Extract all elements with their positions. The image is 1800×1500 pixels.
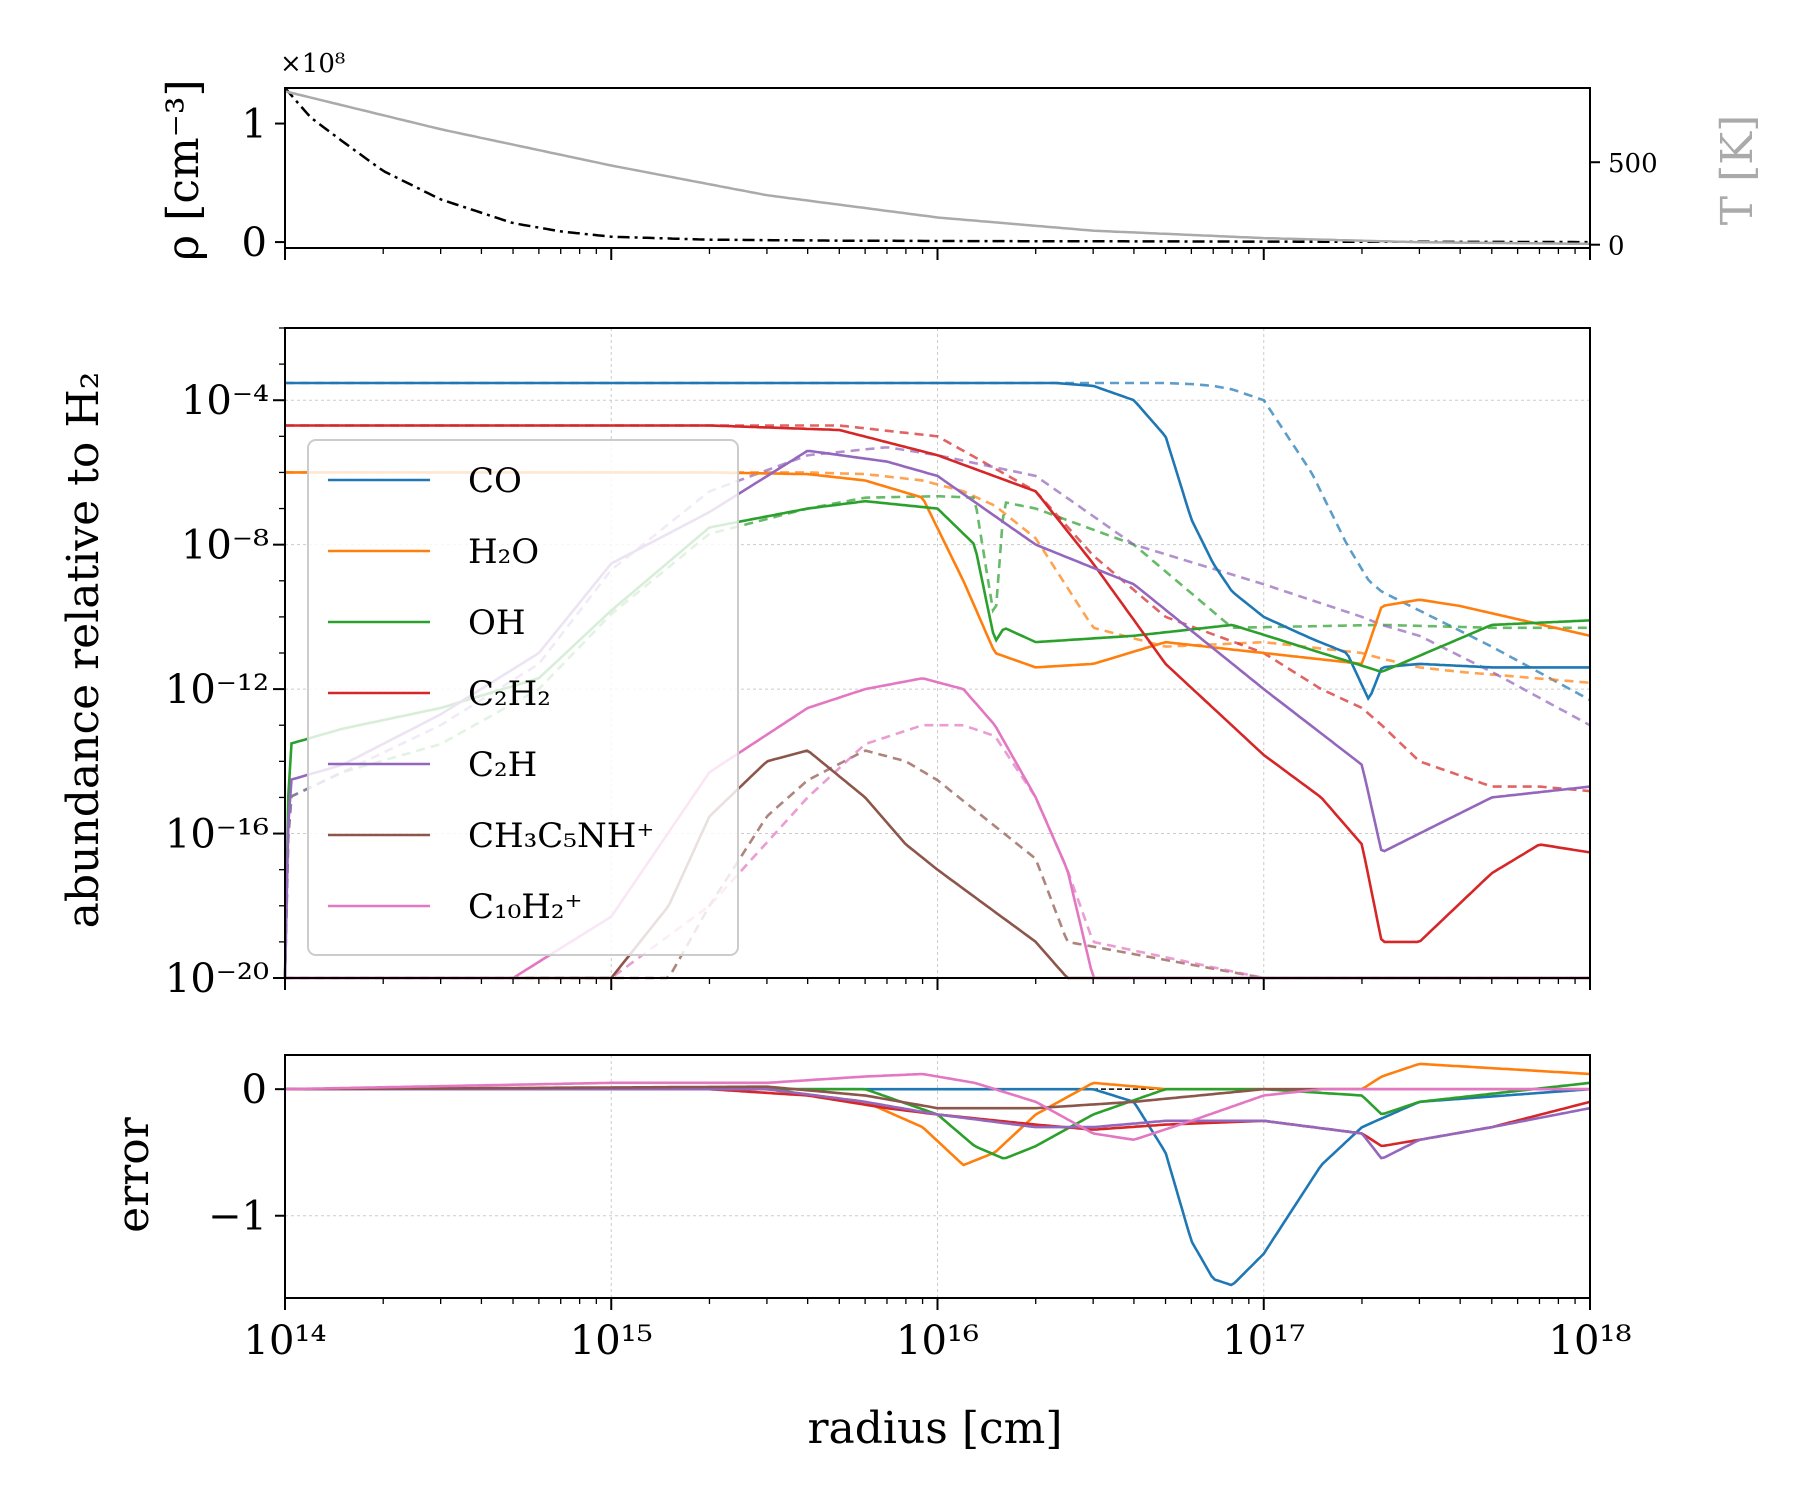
top-multiplier-label: ×10⁸ [280, 49, 345, 79]
top-y-tick-label: 0 [242, 220, 267, 266]
err-y-tick-label: −1 [208, 1194, 267, 1240]
error-C₁₀H₂⁺-curve [284, 1072, 1590, 1142]
legend-label: CO [468, 461, 522, 501]
CO-curve [285, 381, 1590, 702]
legend-label: C₂H [468, 745, 537, 785]
xlabel: radius [cm] [807, 1403, 1062, 1454]
legend-box [307, 439, 739, 956]
top-ylabel: ρ [cm⁻³] [158, 79, 209, 260]
mid-y-tick-label: 10⁻⁴ [181, 378, 269, 424]
top-y-tick-label: 1 [242, 102, 267, 148]
top-axes-frame [284, 87, 1591, 249]
top-ylabel-right: T [K] [1712, 115, 1763, 226]
x-tick-label: 10¹⁷ [1222, 1318, 1305, 1364]
x-tick-label: 10¹⁴ [244, 1318, 327, 1364]
x-tick-label: 10¹⁵ [570, 1318, 653, 1364]
legend-label: CH₃C₅NH⁺ [468, 816, 654, 856]
x-tick-label: 10¹⁶ [896, 1318, 979, 1364]
err-y-tick-label: 0 [242, 1067, 267, 1113]
top-right-y-tick-label: 500 [1608, 149, 1658, 179]
top-right-y-tick-label: 0 [1608, 232, 1625, 262]
frame-layer: 0 1 0 500 10⁻²⁰ 10⁻¹⁶ 10⁻¹² 10⁻⁸ 10⁻⁴ −1 0 10¹⁴ 10¹⁵… [165, 87, 1658, 1364]
C₂H₂-curve [285, 424, 1591, 944]
legend: CO H₂O OH C₂H₂ C₂H CH₃C₅NH⁺ C₁₀H₂⁺ [307, 439, 739, 956]
legend-label: H₂O [468, 532, 539, 572]
mid-y-tick-label: 10⁻¹² [165, 667, 269, 713]
top-density-curve [284, 87, 1590, 244]
mid-ylabel: abundance relative to H₂ [58, 372, 109, 929]
x-tick-label: 10¹⁸ [1549, 1318, 1632, 1364]
mid-y-tick-label: 10⁻²⁰ [165, 956, 269, 1002]
legend-label: OH [468, 603, 526, 643]
mid-y-tick-label: 10⁻¹⁶ [165, 812, 269, 858]
err-ylabel: error [108, 1116, 159, 1233]
legend-label: C₂H₂ [468, 674, 551, 714]
mid-y-tick-label: 10⁻⁸ [181, 523, 269, 569]
legend-label: C₁₀H₂⁺ [468, 887, 583, 927]
top-temperature-curve [284, 90, 1591, 246]
